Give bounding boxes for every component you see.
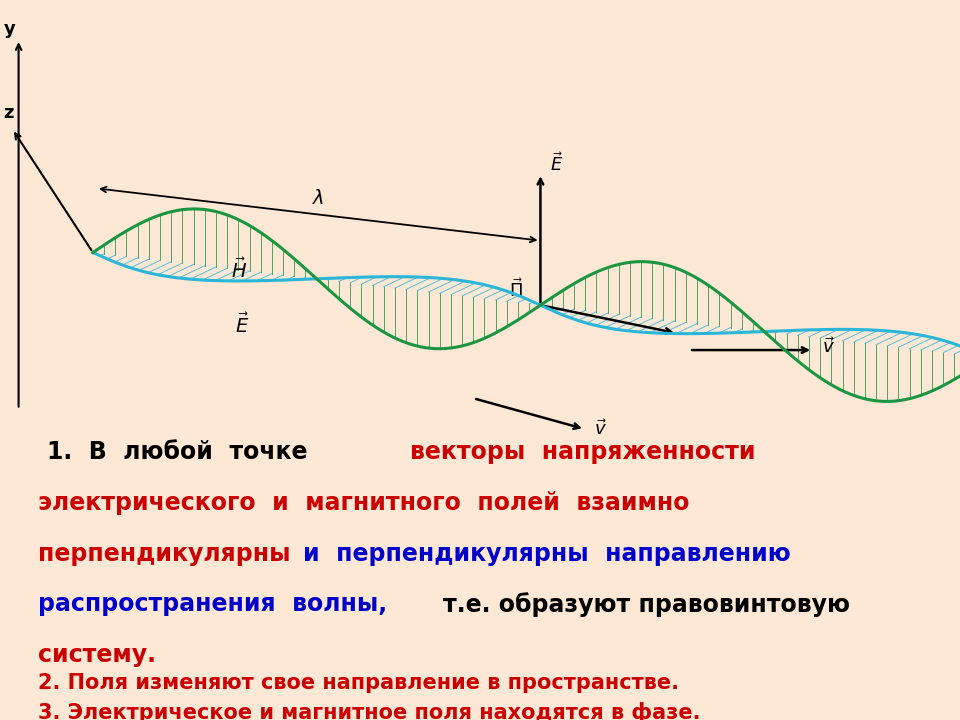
- Text: $\vec{H}$: $\vec{H}$: [230, 258, 247, 282]
- Text: электрического  и  магнитного  полей  взаимно: электрического и магнитного полей взаимн…: [37, 491, 689, 515]
- Text: перпендикулярны: перпендикулярны: [37, 541, 299, 565]
- Text: $\lambda$: $\lambda$: [312, 189, 324, 208]
- Text: $\vec{\Pi}$: $\vec{\Pi}$: [510, 278, 524, 301]
- Text: $\vec{v}$: $\vec{v}$: [594, 419, 607, 438]
- Text: векторы  напряженности: векторы напряженности: [410, 441, 756, 464]
- Text: распространения  волны,: распространения волны,: [37, 592, 387, 616]
- Text: 2. Поля изменяют свое направление в пространстве.: 2. Поля изменяют свое направление в прос…: [37, 673, 679, 693]
- Text: $\vec{v}$: $\vec{v}$: [822, 337, 835, 357]
- Text: систему.: систему.: [37, 642, 156, 667]
- Text: $\vec{E}$: $\vec{E}$: [550, 152, 564, 174]
- Text: 1.  В  любой  точке: 1. В любой точке: [47, 441, 324, 464]
- Text: y: y: [4, 19, 15, 37]
- Text: z: z: [3, 104, 13, 122]
- Text: 3. Электрическое и магнитное поля находятся в фазе.: 3. Электрическое и магнитное поля находя…: [37, 701, 701, 720]
- Text: $\vec{E}$: $\vec{E}$: [235, 313, 250, 337]
- Text: и  перпендикулярны  направлению: и перпендикулярны направлению: [303, 541, 791, 565]
- Text: т.е. образуют правовинтовую: т.е. образуют правовинтовую: [443, 592, 850, 617]
